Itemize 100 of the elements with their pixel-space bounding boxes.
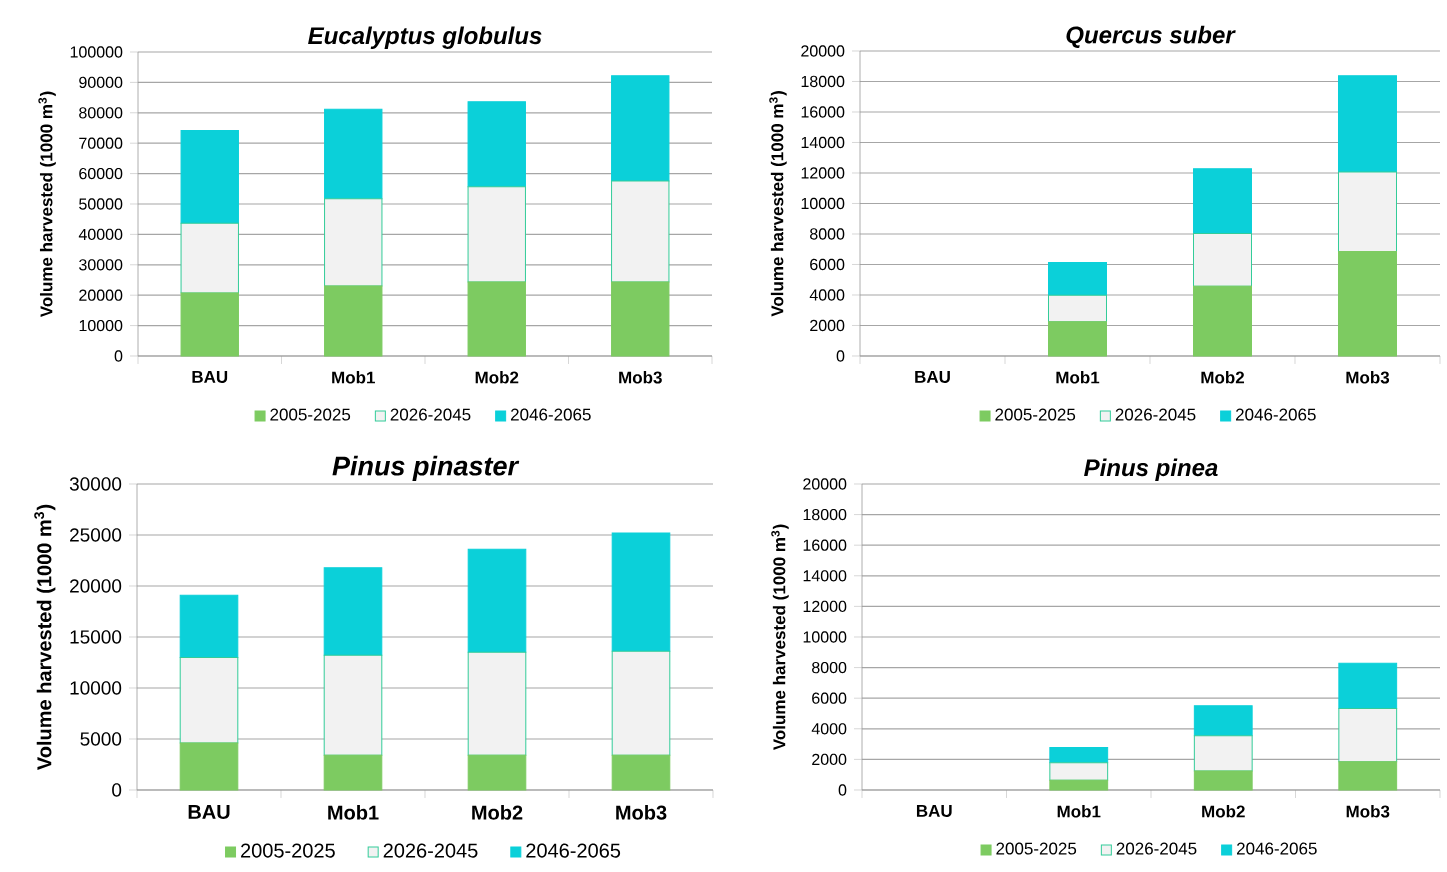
y-tick-label: 90000 <box>79 76 123 89</box>
legend-label: 2046-2065 <box>511 408 591 421</box>
legend-label: 2005-2025 <box>995 408 1076 421</box>
x-tick-label: Mob2 <box>1202 805 1245 818</box>
x-tick-label: BAU <box>188 805 230 819</box>
x-tick-label: Mob1 <box>1056 371 1100 384</box>
y-tick-label: 6000 <box>810 258 845 271</box>
legend-label: 2026-2045 <box>1116 842 1197 855</box>
bar <box>611 281 670 357</box>
y-axis-title: Volume harvested (1000 m$^{3}$) <box>38 91 56 318</box>
x-tick-label: Mob2 <box>472 805 523 820</box>
y-tick-label: 18000 <box>801 75 845 88</box>
y-tick-label: 14000 <box>803 570 847 582</box>
y-tick-label: 20000 <box>70 579 122 593</box>
y-tick-label: 0 <box>836 350 845 362</box>
legend-label: 2005-2025 <box>241 843 335 858</box>
x-tick-label: Mob2 <box>1201 371 1245 384</box>
y-tick-label: 16000 <box>803 539 847 551</box>
bar <box>1048 262 1107 296</box>
x-tick-label: Mob1 <box>1057 805 1101 818</box>
bar <box>1338 761 1398 791</box>
bar <box>1193 705 1253 737</box>
y-tick-label: 5000 <box>80 732 122 746</box>
bar <box>467 101 526 188</box>
y-tick-label: 20000 <box>79 289 123 301</box>
bar <box>323 654 383 756</box>
x-tick-label: Mob3 <box>619 371 662 384</box>
bar <box>611 180 670 283</box>
bar <box>180 292 239 357</box>
y-tick-label: 18000 <box>803 508 847 521</box>
x-tick-label: Mob2 <box>475 371 519 384</box>
y-tick-label: 8000 <box>810 228 845 240</box>
bar <box>324 108 383 200</box>
y-tick-label: 0 <box>112 783 122 797</box>
bar <box>1338 75 1397 173</box>
legend-label: 2046-2065 <box>1235 408 1316 421</box>
legend-label: 2046-2065 <box>1236 842 1317 855</box>
y-tick-label: 100000 <box>70 46 123 58</box>
bar <box>1193 770 1253 791</box>
bar <box>179 656 239 744</box>
y-tick-label: 16000 <box>801 106 845 118</box>
y-tick-label: 80000 <box>79 107 123 119</box>
legend-label: 2026-2045 <box>390 408 471 421</box>
legend-label: 2046-2065 <box>526 843 621 858</box>
bar <box>467 754 527 791</box>
y-tick-label: 20000 <box>801 45 845 57</box>
x-tick-label: BAU <box>916 805 952 817</box>
y-tick-label: 15000 <box>70 630 122 644</box>
y-tick-label: 8000 <box>812 661 847 674</box>
x-tick-label: Mob3 <box>616 805 667 820</box>
bar <box>611 532 671 652</box>
x-tick-label: Mob1 <box>328 805 379 820</box>
y-tick-label: 25000 <box>70 528 122 542</box>
y-tick-label: 10000 <box>79 319 123 332</box>
bar <box>1338 707 1398 763</box>
legend-label: 2005-2025 <box>270 408 351 421</box>
y-tick-label: 70000 <box>79 137 123 149</box>
bar <box>467 281 526 357</box>
y-tick-label: 30000 <box>69 477 122 491</box>
x-tick-label: BAU <box>915 371 950 383</box>
bar <box>1338 171 1397 253</box>
legend-label: 2026-2045 <box>383 843 478 858</box>
x-tick-label: Mob1 <box>332 371 375 384</box>
legend-label: 2026-2045 <box>1115 408 1196 421</box>
bar <box>180 129 239 224</box>
bar <box>179 742 239 791</box>
bar <box>324 198 383 287</box>
x-tick-label: Mob3 <box>1346 371 1390 384</box>
bar <box>1193 233 1252 287</box>
bar <box>467 548 527 653</box>
bar <box>611 650 671 756</box>
y-axis-title: Volume harvested (1000 m$^{3}$) <box>34 504 56 771</box>
bar <box>1048 294 1107 323</box>
bar <box>1193 735 1253 772</box>
y-tick-label: 0 <box>838 784 847 796</box>
bar <box>1049 762 1109 781</box>
bar <box>467 651 527 756</box>
chart-title: Pinus pinea <box>1084 458 1218 481</box>
y-tick-label: 4000 <box>809 289 845 301</box>
chart-title: Pinus pinaster <box>332 455 520 481</box>
y-tick-label: 12000 <box>803 600 847 613</box>
x-tick-label: Mob3 <box>1346 805 1390 818</box>
bar <box>611 75 670 182</box>
bar <box>1193 168 1252 235</box>
y-axis-title: Volume harvested (1000 m$^{3}$) <box>771 524 789 751</box>
y-axis-title: Volume harvested (1000 m$^{3}$) <box>769 91 787 317</box>
bar <box>611 754 671 791</box>
bar <box>1048 321 1107 357</box>
y-tick-label: 10000 <box>70 681 122 695</box>
x-tick-label: BAU <box>192 371 228 383</box>
y-tick-label: 60000 <box>79 167 123 180</box>
y-tick-label: 2000 <box>812 753 847 766</box>
y-tick-label: 12000 <box>801 167 845 179</box>
bar <box>180 222 239 294</box>
bar <box>324 285 383 357</box>
legend-label: 2005-2025 <box>996 842 1077 855</box>
y-tick-label: 20000 <box>803 478 847 490</box>
y-tick-label: 40000 <box>78 228 123 241</box>
y-tick-label: 4000 <box>811 723 847 735</box>
y-tick-label: 30000 <box>79 259 123 271</box>
